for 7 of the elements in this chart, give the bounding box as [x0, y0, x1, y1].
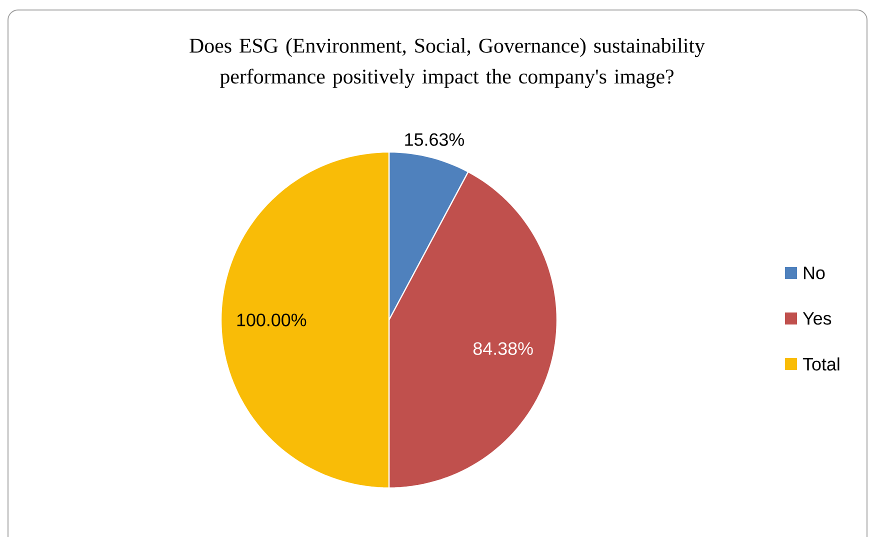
chart-title: Does ESG (Environment, Social, Governance) sustainability performance positively impact the company's image? — [190, 38, 705, 88]
data-label: 15.63% — [405, 133, 464, 146]
legend-label: Yes — [802, 312, 832, 325]
legend-label: No — [804, 266, 825, 280]
data-label: 100.00% — [237, 314, 306, 326]
data-label: 84.38% — [473, 342, 533, 355]
legend-label: Total — [802, 357, 840, 371]
